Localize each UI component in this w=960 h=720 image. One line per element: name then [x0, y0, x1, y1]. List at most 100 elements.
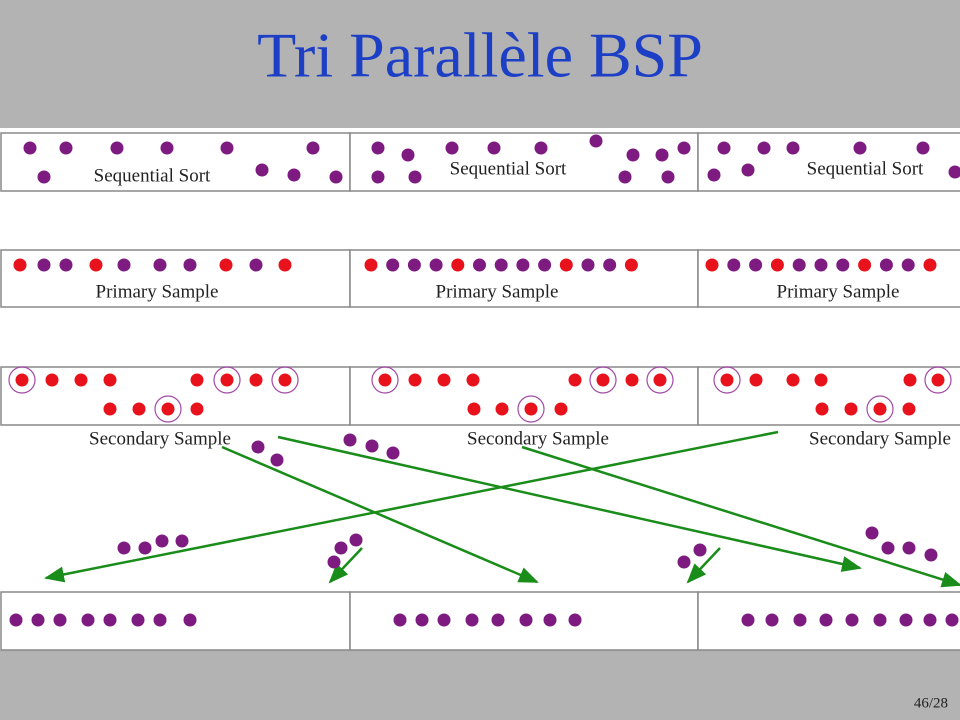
dot — [175, 534, 189, 548]
dot — [749, 373, 763, 387]
dot — [793, 613, 807, 627]
dot — [626, 148, 640, 162]
box-label: Sequential Sort — [94, 165, 211, 186]
dot — [815, 402, 829, 416]
dot-ring — [213, 366, 241, 394]
dot — [948, 165, 960, 179]
dot — [677, 555, 691, 569]
dot — [720, 373, 734, 387]
dot — [465, 613, 479, 627]
dot — [153, 258, 167, 272]
dot — [596, 373, 610, 387]
box-label: Secondary Sample — [89, 428, 231, 449]
dot — [437, 613, 451, 627]
dot — [924, 548, 938, 562]
dot — [45, 373, 59, 387]
dot — [190, 373, 204, 387]
dot — [524, 402, 538, 416]
dot — [23, 141, 37, 155]
dot — [916, 141, 930, 155]
dot — [792, 258, 806, 272]
slide-title: Tri Parallèle BSP — [257, 20, 703, 91]
dot — [491, 613, 505, 627]
dot — [364, 258, 378, 272]
dot — [881, 541, 895, 555]
dot — [902, 541, 916, 555]
dot-ring — [271, 366, 299, 394]
dot — [554, 402, 568, 416]
dot — [327, 555, 341, 569]
dot — [653, 373, 667, 387]
dot — [445, 141, 459, 155]
dot — [902, 402, 916, 416]
dot — [467, 402, 481, 416]
dot-ring — [924, 366, 952, 394]
dot — [519, 613, 533, 627]
dot-ring — [371, 366, 399, 394]
dot — [408, 373, 422, 387]
dot — [538, 258, 552, 272]
dot — [923, 258, 937, 272]
dot — [343, 433, 357, 447]
dot — [59, 141, 73, 155]
box — [697, 132, 960, 192]
dot — [661, 170, 675, 184]
dot — [589, 134, 603, 148]
arrow — [328, 547, 363, 584]
dot-ring — [8, 366, 36, 394]
dot — [749, 258, 763, 272]
labels: Sequential Sort Sequential Sort Sequential… — [89, 158, 951, 449]
box-label: Secondary Sample — [467, 428, 609, 449]
dot — [765, 613, 779, 627]
dot-ring — [866, 395, 894, 423]
dot — [393, 613, 407, 627]
dot — [155, 534, 169, 548]
dot-ring — [154, 395, 182, 423]
dot — [103, 613, 117, 627]
dot — [845, 613, 859, 627]
dot — [923, 613, 937, 627]
box-label: Primary Sample — [436, 281, 559, 302]
dot — [487, 141, 501, 155]
dot — [624, 258, 638, 272]
dot — [160, 141, 174, 155]
box-label: Primary Sample — [96, 281, 219, 302]
dot — [655, 148, 669, 162]
dot — [931, 373, 945, 387]
arrow — [277, 435, 862, 572]
dot — [568, 613, 582, 627]
box — [0, 591, 351, 651]
box — [349, 366, 699, 426]
dot — [219, 258, 233, 272]
dot — [618, 170, 632, 184]
boxes — [0, 132, 960, 651]
dot — [132, 402, 146, 416]
dot — [705, 258, 719, 272]
dot — [278, 373, 292, 387]
box-label: Secondary Sample — [809, 428, 951, 449]
dot — [945, 613, 959, 627]
dot — [516, 258, 530, 272]
box-label: Primary Sample — [777, 281, 900, 302]
dot — [437, 373, 451, 387]
box — [0, 132, 351, 192]
dot — [190, 402, 204, 416]
dot — [836, 258, 850, 272]
dot — [103, 402, 117, 416]
dot — [819, 613, 833, 627]
dot — [473, 258, 486, 272]
dot — [534, 141, 548, 155]
dot — [559, 258, 573, 272]
dot — [378, 373, 392, 387]
dot — [37, 258, 51, 272]
dot — [757, 141, 771, 155]
dot — [53, 613, 67, 627]
arrow — [521, 445, 960, 588]
dot — [74, 373, 88, 387]
dot — [401, 148, 415, 162]
dot — [901, 258, 915, 272]
dot — [727, 258, 741, 272]
dot — [879, 258, 893, 272]
dot — [306, 141, 320, 155]
